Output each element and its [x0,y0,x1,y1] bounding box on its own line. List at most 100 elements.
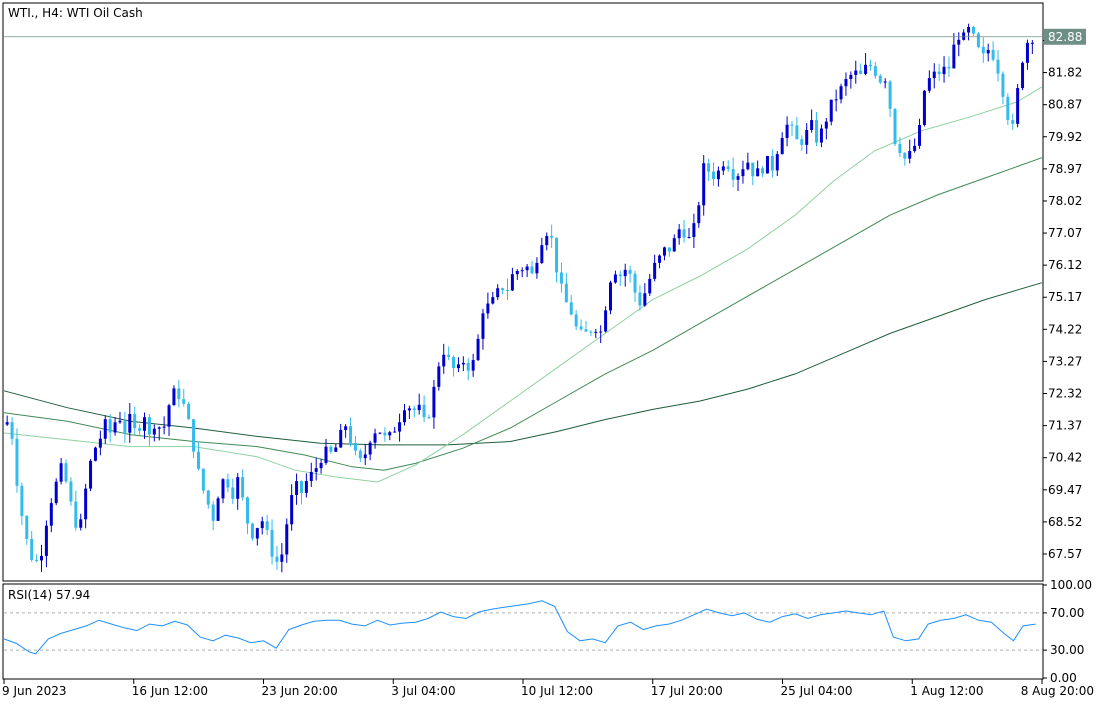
candle-body [555,237,559,273]
candle-body [672,238,676,252]
candle-body [314,468,318,472]
price-tick-label: 69.47 [1048,483,1082,497]
candle-body [304,481,308,493]
candle-body [476,338,480,361]
candle-body [103,419,107,439]
candle-body [653,262,657,279]
current-price-badge [1044,28,1086,45]
candle-body [584,329,588,332]
candle-body [471,360,475,371]
candle-body [270,529,274,557]
candle-body [932,71,936,79]
candle-body [530,266,534,274]
candle-body [295,481,299,496]
candle-body [427,417,431,419]
candle-body [167,405,171,427]
candle-body [147,417,151,435]
rsi-label: RSI(14) 57.94 [8,588,90,602]
candle-body [658,255,662,263]
candle-body [589,331,593,333]
price-tick-label: 75.17 [1048,290,1082,304]
candle-body [564,283,568,303]
candle-body [741,169,745,177]
candle-body [849,74,853,80]
candle-body [633,273,637,293]
candle-body [329,446,333,452]
candle-body [363,454,367,459]
candle-body [780,138,784,155]
candle-body [810,120,814,130]
candle-body [736,176,740,180]
candle-body [510,274,514,291]
candle-body [726,166,730,170]
time-tick-label: 9 Jun 2023 [2,684,67,698]
price-tick-label: 76.12 [1048,258,1082,272]
candle-body [1006,96,1010,120]
candle-body [192,419,196,452]
candle-body [599,331,603,333]
candle-body [618,274,622,277]
candle-body [1021,62,1025,89]
candle-body [952,44,956,69]
candle-body [383,432,387,436]
candle-body [456,364,460,369]
candle-body [118,420,122,423]
candle-body [785,124,789,139]
candle-body [334,447,338,452]
candle-body [613,274,617,283]
candle-body [677,229,681,239]
candle-body [976,33,980,47]
candle-body [986,49,990,54]
candle-body [967,26,971,33]
candle-body [864,64,868,74]
time-axis: 9 Jun 2023 16 Jun 12:00 23 Jun 20:00 3 Jul … [2,679,1094,698]
candle-body [692,223,696,238]
candle-body [74,501,78,528]
price-tick-label: 70.42 [1048,451,1082,465]
candle-body [746,162,750,170]
candle-body [412,408,416,411]
candle-body [756,168,760,177]
rsi-pane-frame [2,583,1044,680]
candle-body [819,128,823,143]
candle-body [177,388,181,400]
candle-body [358,450,362,459]
candle-body [731,169,735,180]
price-tick-label: 73.27 [1048,354,1082,368]
candle-body [275,556,279,562]
candle-body [442,354,446,367]
candle-body [579,326,583,330]
price-tick-label: 78.97 [1048,162,1082,176]
candle-body [682,229,686,238]
candle-body [353,442,357,451]
candle-body [344,426,348,430]
candle-body [447,354,451,357]
candle-body [903,153,907,159]
candle-body [996,59,1000,74]
candle-body [309,471,313,482]
time-tick-label: 10 Jul 12:00 [521,684,593,698]
price-tick-label: 71.37 [1048,419,1082,433]
candle-body [231,487,235,499]
time-tick-label: 17 Jul 20:00 [651,684,723,698]
candle-body [98,438,102,448]
candle-body [407,408,411,411]
candle-body [800,139,804,145]
candle-body [844,79,848,87]
candle-body [432,386,436,418]
candle-body [937,71,941,75]
candle-body [491,297,495,304]
candle-body [550,236,554,238]
candle-body [790,124,794,126]
candle-body [609,282,613,311]
candle-body [751,162,755,177]
candle-body [859,70,863,74]
candle-body [662,247,666,256]
candle-body [594,331,598,333]
rsi-axis: 100.00 70.00 30.00 0.00 [1043,578,1092,685]
candle-body [466,362,470,371]
rsi-tick-label: 100.00 [1050,578,1092,592]
candle-body [623,269,627,277]
